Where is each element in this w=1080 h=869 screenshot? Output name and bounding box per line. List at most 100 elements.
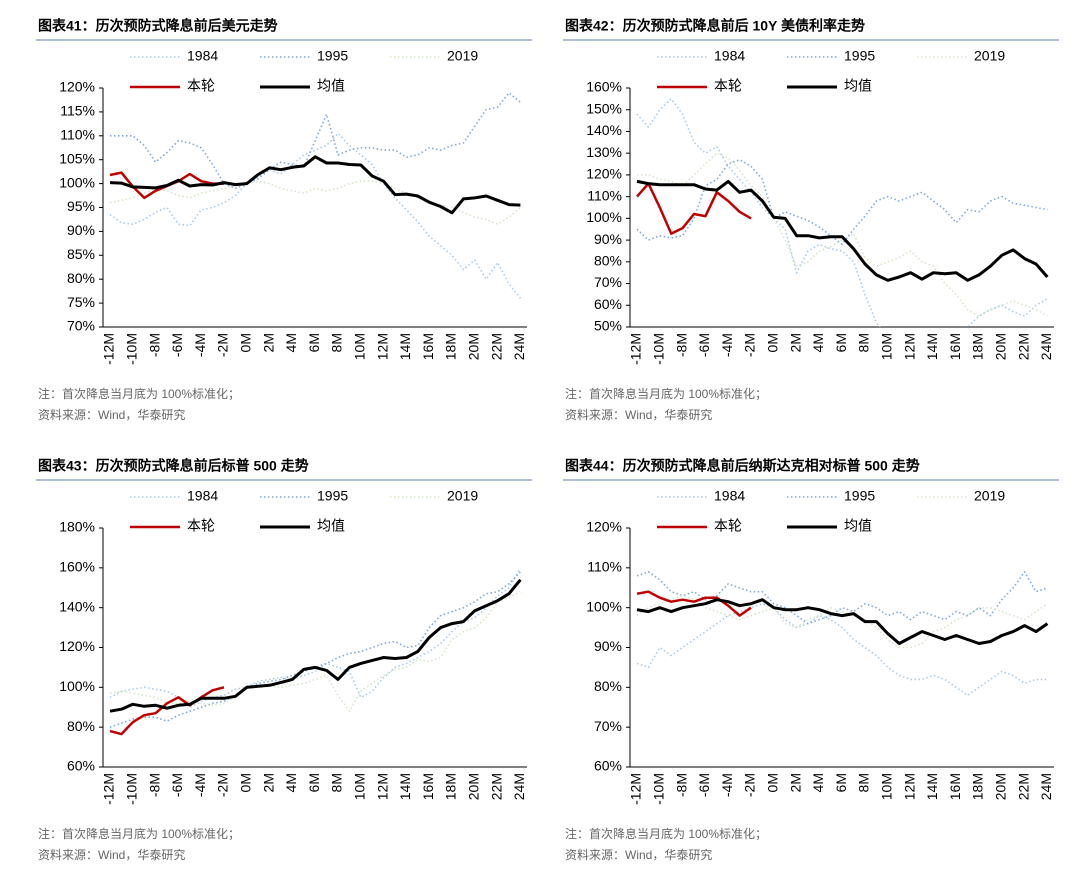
x-tick-label: 18M — [970, 773, 986, 800]
x-tick-label: 16M — [947, 333, 963, 360]
legend-label: 1995 — [844, 488, 875, 504]
y-tick-label: 100% — [59, 678, 95, 694]
legend-label: 1995 — [844, 48, 875, 64]
y-tick-label: 130% — [586, 144, 622, 160]
y-tick-label: 120% — [59, 79, 95, 95]
x-tick-label: 22M — [1015, 333, 1031, 360]
x-tick-label: -12M — [628, 333, 644, 365]
y-tick-label: 90% — [67, 222, 95, 238]
x-tick-label: 14M — [924, 333, 940, 360]
series-line — [109, 578, 522, 713]
x-tick-label: 18M — [970, 333, 986, 360]
y-tick-label: 70% — [594, 274, 622, 290]
x-tick-label: 6M — [833, 773, 849, 792]
series-line — [637, 152, 1048, 317]
x-tick-label: 10M — [879, 333, 895, 360]
x-tick-label: -2M — [742, 773, 758, 797]
x-tick-label: -8M — [146, 333, 162, 357]
y-tick-label: 80% — [594, 253, 622, 269]
x-tick-label: 8M — [856, 333, 872, 352]
note: 注：首次降息当月底为 100%标准化； — [38, 826, 240, 841]
x-tick-label: 20M — [993, 773, 1009, 800]
x-tick-label: 4M — [283, 333, 299, 352]
chart-panel: 图表41：历次预防式降息前后美元走势 70% 75% 80% 85% 90% 95% 100%… — [36, 18, 532, 422]
x-tick-label: -8M — [673, 773, 689, 797]
chart-title: 图表44：历次预防式降息前后纳斯达克相对标普 500 走势 — [565, 458, 920, 474]
x-tick-label: 20M — [466, 773, 482, 800]
y-tick-label: 95% — [67, 198, 95, 214]
chart-title: 图表43：历次预防式降息前后标普 500 走势 — [38, 458, 309, 474]
x-tick-label: 22M — [488, 773, 504, 800]
y-tick-label: 60% — [594, 296, 622, 312]
series-line — [636, 571, 1048, 625]
series-line — [109, 567, 522, 709]
legend-label: 均值 — [317, 78, 345, 94]
x-tick-label: -6M — [696, 773, 712, 797]
series-line — [109, 686, 225, 736]
source: 资料来源：Wind，华泰研究 — [565, 407, 712, 422]
y-tick-label: 70% — [67, 318, 95, 334]
y-tick-label: 110% — [60, 127, 95, 143]
series-line — [636, 182, 752, 235]
y-tick-label: 150% — [586, 100, 622, 116]
x-tick-label: 12M — [901, 333, 917, 360]
y-tick-label: 140% — [59, 598, 95, 614]
x-tick-label: -10M — [651, 773, 667, 805]
source: 资料来源：Wind，华泰研究 — [38, 847, 185, 862]
legend-label: 本轮 — [714, 78, 742, 94]
x-tick-label: 10M — [352, 773, 368, 800]
x-tick-label: 12M — [374, 773, 390, 800]
legend-label: 本轮 — [714, 518, 742, 534]
x-tick-label: 8M — [856, 773, 872, 792]
x-tick-label: 14M — [397, 773, 413, 800]
x-tick-label: 8M — [329, 773, 345, 792]
legend-label: 均值 — [317, 518, 345, 534]
y-tick-label: 110% — [587, 187, 622, 203]
x-tick-label: 16M — [420, 333, 436, 360]
x-tick-label: -10M — [651, 333, 667, 365]
series-line — [636, 179, 1049, 282]
legend-label: 1984 — [187, 48, 218, 64]
series-line — [636, 590, 752, 617]
y-tick-label: 85% — [67, 246, 95, 262]
x-tick-label: -2M — [215, 773, 231, 797]
x-tick-label: -4M — [192, 333, 208, 357]
y-tick-label: 80% — [67, 270, 95, 286]
series-layer — [636, 98, 1049, 327]
x-tick-label: -2M — [742, 333, 758, 357]
x-tick-label: 0M — [238, 773, 254, 792]
legend-label: 均值 — [844, 78, 872, 94]
legend-label: 2019 — [974, 48, 1005, 64]
x-tick-label: 8M — [329, 333, 345, 352]
series-line — [110, 92, 521, 190]
y-tick-label: 180% — [59, 519, 95, 535]
x-tick-label: 24M — [511, 773, 527, 800]
x-tick-label: 20M — [466, 333, 482, 360]
chart-panel: 图表42：历次预防式降息前后 10Y 美债利率走势 50% 60% 70% 80% 90%… — [563, 18, 1059, 422]
x-tick-label: -8M — [673, 333, 689, 357]
series-line — [636, 98, 1048, 327]
series-line — [109, 180, 521, 225]
series-layer — [109, 92, 522, 299]
y-tick-label: 70% — [594, 718, 622, 734]
x-tick-label: 6M — [306, 333, 322, 352]
legend-label: 1984 — [187, 488, 218, 504]
series-line — [636, 602, 1048, 697]
series-line — [636, 598, 1049, 645]
x-tick-label: -4M — [192, 773, 208, 797]
x-tick-label: -6M — [696, 333, 712, 357]
y-tick-label: 60% — [67, 758, 95, 774]
series-line — [636, 594, 1048, 649]
legend-label: 2019 — [974, 488, 1005, 504]
x-tick-label: 18M — [443, 333, 459, 360]
y-tick-label: 120% — [586, 519, 622, 535]
x-tick-label: 22M — [1015, 773, 1031, 800]
x-tick-label: 2M — [260, 773, 276, 792]
y-tick-label: 100% — [586, 598, 622, 614]
x-tick-label: -6M — [169, 773, 185, 797]
y-tick-label: 120% — [59, 638, 95, 654]
x-tick-label: 16M — [420, 773, 436, 800]
x-tick-label: 0M — [765, 773, 781, 792]
y-tick-label: 115% — [60, 103, 95, 119]
chart-title: 图表41：历次预防式降息前后美元走势 — [38, 18, 278, 34]
